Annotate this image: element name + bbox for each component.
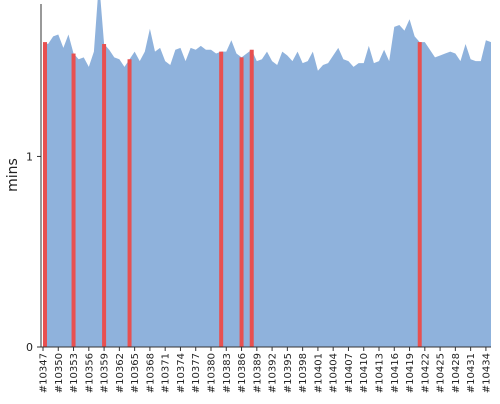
x-tick-label: #10368 — [145, 353, 156, 393]
x-tick-label: #10380 — [207, 353, 218, 393]
x-tick-label: #10428 — [451, 353, 462, 393]
x-tick-label: #10383 — [222, 353, 233, 393]
series-areas — [43, 0, 491, 347]
highlight-bar — [43, 42, 47, 348]
highlight-bar — [102, 44, 107, 348]
highlight-bar — [127, 59, 132, 347]
highlight-bar — [417, 42, 422, 348]
axes — [40, 4, 491, 348]
highlight-bar — [219, 51, 224, 347]
x-tick-label: #10398 — [298, 353, 309, 393]
x-tick-labels: #10347 #10350 #10353 #10356 #10359 #10362 #103… — [39, 347, 492, 393]
x-tick-label: #10431 — [466, 353, 477, 393]
x-tick-label: #10407 — [344, 353, 355, 393]
series-area — [43, 0, 491, 347]
x-tick-label: #10419 — [405, 353, 416, 393]
highlight-bars — [43, 42, 422, 348]
x-tick-label: #10365 — [130, 353, 141, 393]
x-tick-label: #10416 — [390, 353, 401, 393]
x-tick-label: #10434 — [481, 353, 492, 393]
highlight-bar — [249, 49, 254, 347]
x-tick-label: #10422 — [420, 353, 431, 393]
x-tick-label: #10347 — [39, 353, 50, 393]
x-tick-label: #10395 — [283, 353, 294, 393]
x-tick-label: #10413 — [375, 353, 386, 393]
x-tick-label: #10401 — [313, 353, 324, 393]
x-tick-label: #10389 — [252, 353, 263, 393]
x-tick-label: #10374 — [176, 353, 187, 393]
x-tick-label: #10377 — [191, 353, 202, 393]
highlight-bar — [239, 57, 244, 348]
y-tick-labels: 01 — [26, 150, 41, 354]
y-axis-label: mins — [5, 158, 21, 192]
y-tick-label: 0 — [26, 341, 33, 354]
x-tick-label: #10350 — [54, 353, 65, 393]
x-tick-label: #10359 — [100, 353, 111, 393]
x-tick-label: #10362 — [115, 353, 126, 393]
x-tick-label: #10425 — [436, 353, 447, 393]
highlight-bar — [71, 53, 76, 347]
x-tick-label: #10386 — [237, 353, 248, 393]
y-tick-label: 1 — [26, 150, 33, 163]
x-tick-label: #10410 — [359, 353, 370, 393]
x-tick-label: #10392 — [268, 353, 279, 393]
x-tick-label: #10404 — [329, 353, 340, 393]
x-tick-label: #10356 — [84, 353, 95, 393]
x-tick-label: #10371 — [161, 353, 172, 393]
x-tick-label: #10353 — [69, 353, 80, 393]
